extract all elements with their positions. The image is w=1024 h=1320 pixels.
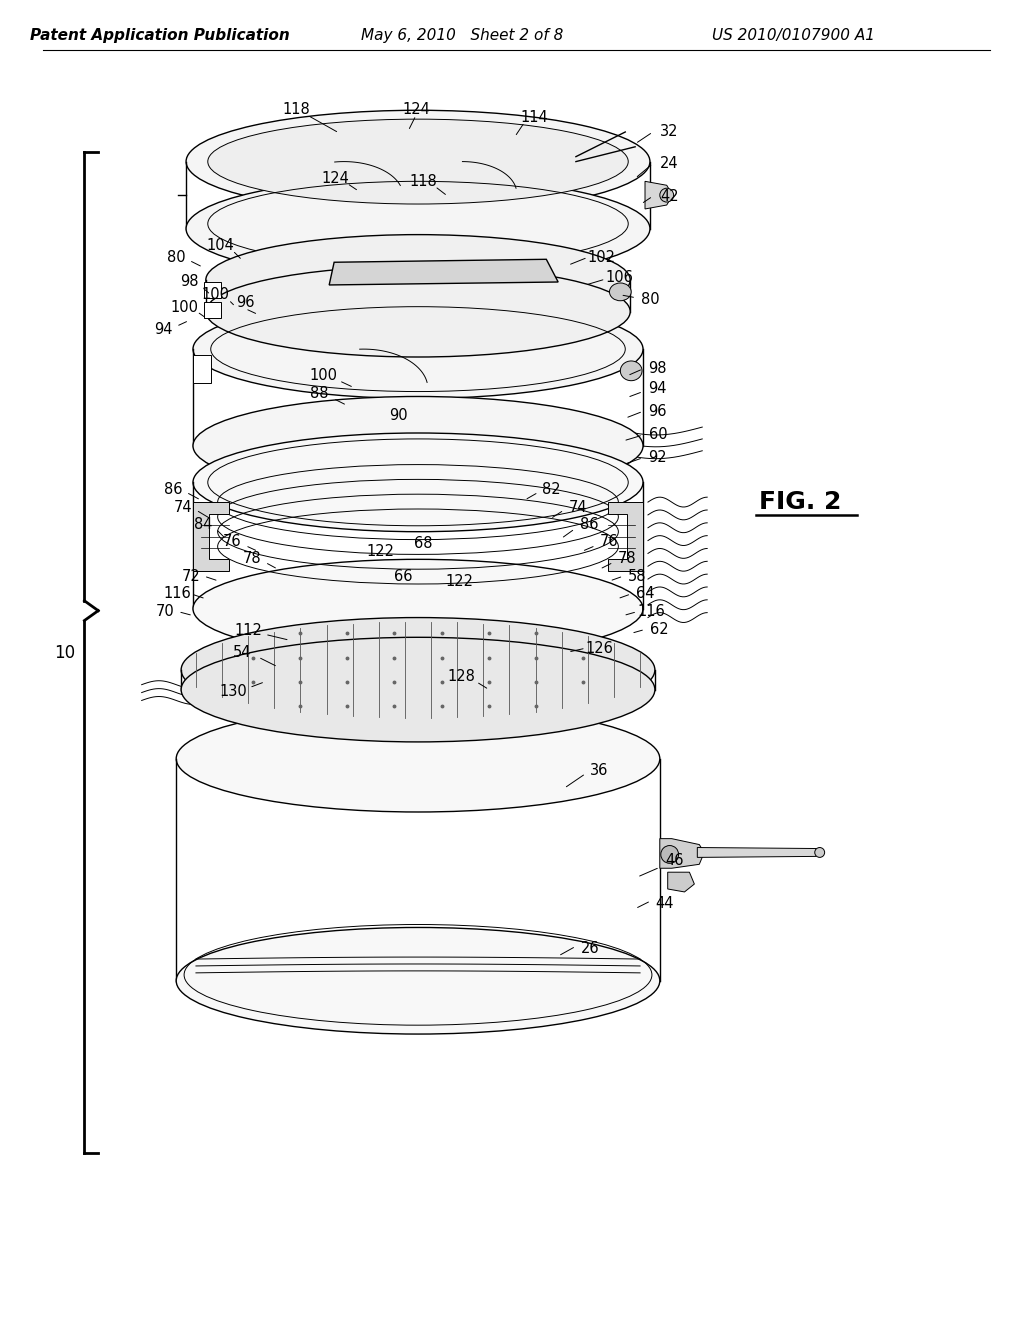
Ellipse shape	[660, 846, 679, 863]
Text: 124: 124	[402, 102, 430, 116]
Text: 76: 76	[600, 535, 618, 549]
Text: May 6, 2010   Sheet 2 of 8: May 6, 2010 Sheet 2 of 8	[361, 28, 563, 42]
Text: 118: 118	[283, 102, 310, 116]
Polygon shape	[607, 502, 643, 572]
Text: 80: 80	[167, 249, 185, 265]
Text: 78: 78	[243, 550, 261, 566]
Text: 100: 100	[309, 368, 337, 383]
Text: 58: 58	[628, 569, 646, 583]
Ellipse shape	[208, 119, 629, 205]
Text: 90: 90	[389, 408, 408, 422]
Text: 116: 116	[637, 605, 665, 619]
Text: 112: 112	[234, 623, 262, 638]
Text: 94: 94	[648, 381, 667, 396]
Text: 106: 106	[605, 269, 633, 285]
Polygon shape	[204, 282, 220, 298]
Text: 64: 64	[636, 586, 654, 602]
Text: 100: 100	[202, 288, 229, 302]
Text: 86: 86	[580, 517, 598, 532]
Text: 60: 60	[648, 428, 668, 442]
Text: 126: 126	[586, 640, 613, 656]
Text: 102: 102	[588, 249, 615, 265]
Ellipse shape	[176, 928, 659, 1034]
Text: 24: 24	[660, 156, 679, 172]
Polygon shape	[193, 355, 211, 383]
Text: 78: 78	[617, 550, 637, 566]
Text: 130: 130	[219, 684, 248, 700]
Text: 82: 82	[542, 482, 560, 496]
Polygon shape	[659, 838, 705, 869]
Text: 46: 46	[666, 853, 684, 867]
Text: 62: 62	[649, 622, 668, 638]
Text: 114: 114	[520, 110, 548, 124]
Text: 10: 10	[54, 644, 75, 661]
Ellipse shape	[193, 560, 643, 659]
Text: US 2010/0107900 A1: US 2010/0107900 A1	[712, 28, 874, 42]
Text: 84: 84	[194, 517, 212, 532]
Ellipse shape	[621, 360, 642, 380]
Polygon shape	[204, 302, 220, 318]
Polygon shape	[645, 181, 673, 209]
Text: 68: 68	[414, 536, 432, 550]
Text: 100: 100	[170, 300, 198, 315]
Polygon shape	[668, 873, 694, 892]
Text: Patent Application Publication: Patent Application Publication	[30, 28, 290, 42]
Text: FIG. 2: FIG. 2	[759, 490, 841, 513]
Text: 92: 92	[648, 450, 668, 465]
Text: 80: 80	[641, 292, 659, 308]
Text: 128: 128	[447, 669, 475, 684]
Text: 70: 70	[156, 605, 175, 619]
Text: 122: 122	[367, 544, 394, 558]
Text: 74: 74	[568, 499, 587, 515]
Ellipse shape	[186, 111, 650, 213]
Text: 118: 118	[409, 174, 437, 189]
Polygon shape	[697, 847, 820, 858]
Text: 54: 54	[233, 644, 252, 660]
Ellipse shape	[193, 433, 643, 532]
Ellipse shape	[186, 177, 650, 280]
Text: 72: 72	[181, 569, 201, 583]
Text: 98: 98	[648, 362, 667, 376]
Ellipse shape	[181, 618, 655, 722]
Text: 76: 76	[223, 535, 242, 549]
Text: 32: 32	[660, 124, 679, 140]
Ellipse shape	[206, 267, 630, 356]
Text: 98: 98	[180, 275, 199, 289]
Ellipse shape	[176, 705, 659, 812]
Ellipse shape	[206, 235, 630, 326]
Ellipse shape	[193, 396, 643, 495]
Text: 42: 42	[660, 189, 679, 203]
Ellipse shape	[609, 282, 631, 301]
Ellipse shape	[659, 189, 674, 202]
Text: 36: 36	[591, 763, 609, 777]
Text: 116: 116	[163, 586, 191, 602]
Text: 26: 26	[581, 941, 599, 956]
Text: 122: 122	[445, 574, 473, 589]
Polygon shape	[329, 259, 558, 285]
Text: 96: 96	[648, 404, 667, 418]
Text: 66: 66	[394, 569, 413, 583]
Text: 104: 104	[207, 238, 234, 253]
Ellipse shape	[193, 300, 643, 399]
Ellipse shape	[815, 847, 824, 858]
Text: 44: 44	[655, 896, 674, 911]
Text: 96: 96	[237, 296, 255, 310]
Text: 94: 94	[155, 322, 173, 337]
Text: 74: 74	[174, 499, 193, 515]
Text: 86: 86	[164, 482, 182, 496]
Polygon shape	[193, 502, 228, 572]
Text: 88: 88	[310, 385, 329, 401]
Ellipse shape	[181, 638, 655, 742]
Text: 124: 124	[322, 170, 349, 186]
